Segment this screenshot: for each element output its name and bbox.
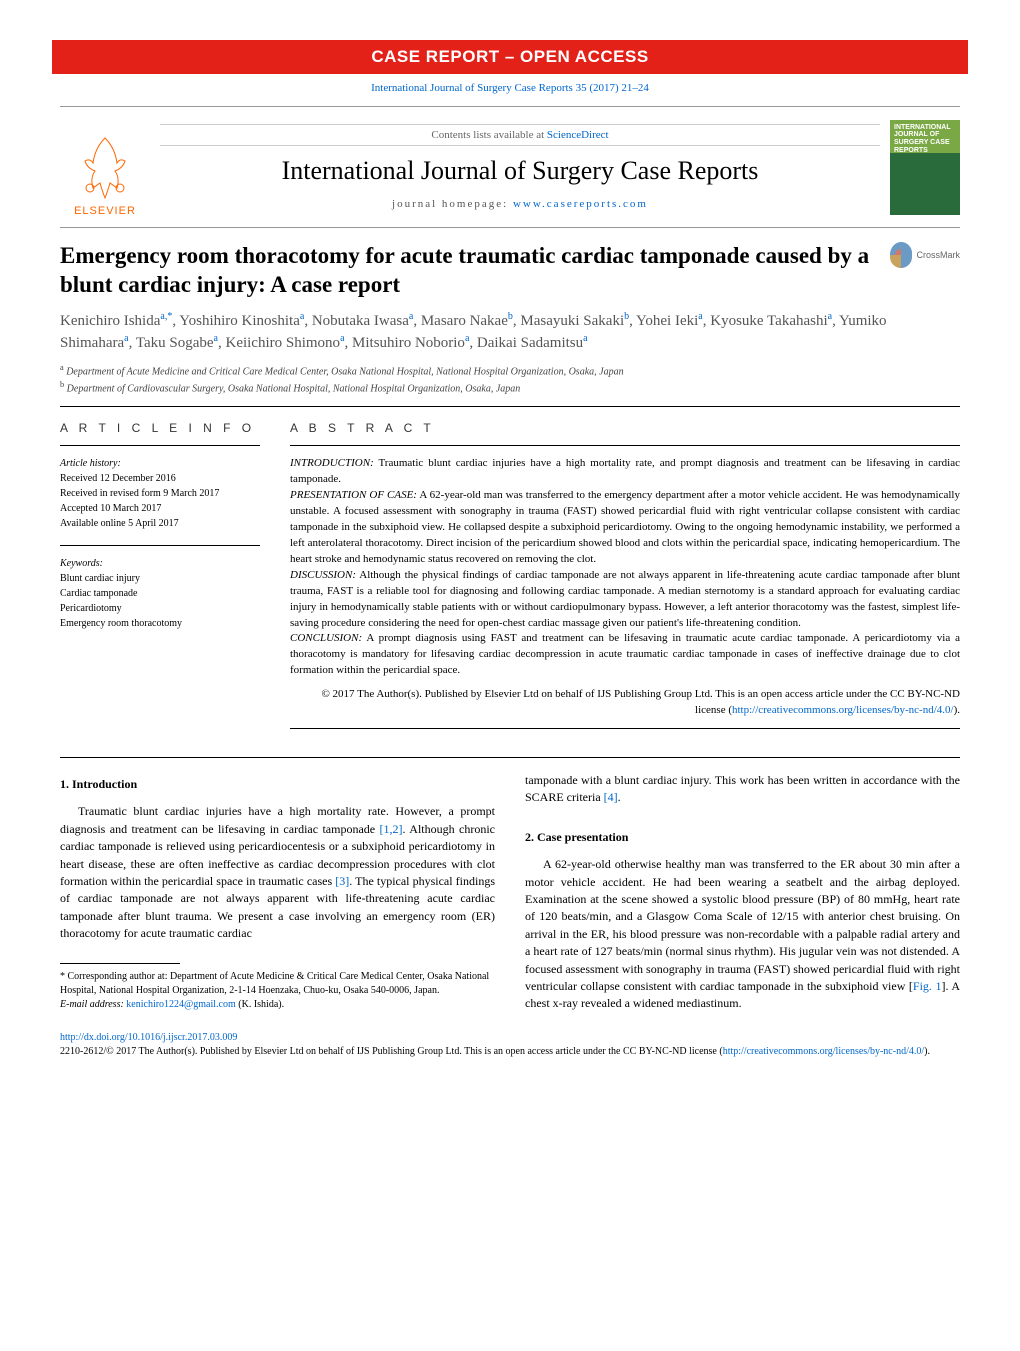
corresponding-author: * Corresponding author at: Department of… xyxy=(60,970,495,998)
email-suffix: (K. Ishida). xyxy=(236,999,284,1010)
history-accepted: Accepted 10 March 2017 xyxy=(60,501,260,516)
history-online: Available online 5 April 2017 xyxy=(60,516,260,531)
keyword: Blunt cardiac injury xyxy=(60,571,260,586)
homepage-line: journal homepage: www.casereports.com xyxy=(160,198,880,210)
abs-conclusion-label: CONCLUSION: xyxy=(290,632,362,644)
open-access-banner: CASE REPORT – OPEN ACCESS xyxy=(52,40,968,74)
keyword: Pericardiotomy xyxy=(60,601,260,616)
case-paragraph: A 62-year-old otherwise healthy man was … xyxy=(525,856,960,1013)
history-received: Received 12 December 2016 xyxy=(60,471,260,486)
body-columns: 1. Introduction Traumatic blunt cardiac … xyxy=(60,772,960,1013)
history-revised: Received in revised form 9 March 2017 xyxy=(60,486,260,501)
ref-link-4[interactable]: [4] xyxy=(604,790,618,804)
ref-link-1-2[interactable]: [1,2] xyxy=(380,822,403,836)
keywords-block: Keywords: Blunt cardiac injury Cardiac t… xyxy=(60,556,260,631)
section-heading-introduction: 1. Introduction xyxy=(60,776,495,793)
body-column-left: 1. Introduction Traumatic blunt cardiac … xyxy=(60,772,495,1013)
footnote-rule xyxy=(60,963,180,964)
email-line: E-mail address: kenichiro1224@gmail.com … xyxy=(60,998,495,1012)
footer-copyright: 2210-2612/© 2017 The Author(s). Publishe… xyxy=(60,1045,960,1059)
divider xyxy=(60,545,260,546)
copyright-close: ). xyxy=(954,704,960,716)
abs-presentation-label: PRESENTATION OF CASE: xyxy=(290,489,417,501)
fig-link-1[interactable]: Fig. 1 xyxy=(913,979,942,993)
article-info-label: a r t i c l e i n f o xyxy=(60,421,260,435)
homepage-link[interactable]: www.casereports.com xyxy=(513,198,648,210)
email-link[interactable]: kenichiro1224@gmail.com xyxy=(126,999,235,1010)
abs-conclusion: A prompt diagnosis using FAST and treatm… xyxy=(290,632,960,676)
intro-continuation: tamponade with a blunt cardiac injury. T… xyxy=(525,772,960,807)
body-column-right: tamponade with a blunt cardiac injury. T… xyxy=(525,772,960,1013)
abs-intro-label: INTRODUCTION: xyxy=(290,457,374,469)
contents-available-line: Contents lists available at ScienceDirec… xyxy=(160,124,880,146)
keywords-label: Keywords: xyxy=(60,556,260,571)
journal-header: ELSEVIER Contents lists available at Sci… xyxy=(60,106,960,228)
footnotes: * Corresponding author at: Department of… xyxy=(60,970,495,1012)
contents-prefix: Contents lists available at xyxy=(431,129,546,141)
divider xyxy=(60,406,960,407)
ref-link-3[interactable]: [3] xyxy=(335,874,349,888)
abstract-text: INTRODUCTION: Traumatic blunt cardiac in… xyxy=(290,456,960,679)
divider xyxy=(290,445,960,446)
crossmark-label: CrossMark xyxy=(916,250,960,260)
abs-discussion: Although the physical findings of cardia… xyxy=(290,569,960,629)
keyword: Cardiac tamponade xyxy=(60,586,260,601)
intro-paragraph: Traumatic blunt cardiac injuries have a … xyxy=(60,803,495,942)
homepage-prefix: journal homepage: xyxy=(392,198,513,210)
abs-discussion-label: DISCUSSION: xyxy=(290,569,356,581)
divider xyxy=(290,728,960,729)
elsevier-logo: ELSEVIER xyxy=(60,117,150,217)
citation-line: International Journal of Surgery Case Re… xyxy=(60,82,960,94)
elsevier-wordmark: ELSEVIER xyxy=(74,205,136,217)
abs-intro: Traumatic blunt cardiac injuries have a … xyxy=(290,457,960,485)
divider xyxy=(60,757,960,758)
cover-title-text: INTERNATIONAL JOURNAL OF SURGERY CASE RE… xyxy=(894,124,956,155)
sciencedirect-link[interactable]: ScienceDirect xyxy=(547,129,609,141)
section-heading-case: 2. Case presentation xyxy=(525,829,960,846)
affiliation-a: a Department of Acute Medicine and Criti… xyxy=(60,362,960,379)
email-label: E-mail address: xyxy=(60,999,126,1010)
abstract-copyright: © 2017 The Author(s). Published by Elsev… xyxy=(290,687,960,718)
history-label: Article history: xyxy=(60,456,260,471)
affiliation-b: b Department of Cardiovascular Surgery, … xyxy=(60,379,960,396)
doi-link[interactable]: http://dx.doi.org/10.1016/j.ijscr.2017.0… xyxy=(60,1032,237,1043)
cc-license-link[interactable]: http://creativecommons.org/licenses/by-n… xyxy=(732,704,954,716)
journal-cover-thumbnail: INTERNATIONAL JOURNAL OF SURGERY CASE RE… xyxy=(890,120,960,215)
abstract-column: a b s t r a c t INTRODUCTION: Traumatic … xyxy=(290,421,960,739)
journal-name: International Journal of Surgery Case Re… xyxy=(160,156,880,186)
elsevier-tree-icon xyxy=(75,133,135,203)
crossmark-badge[interactable]: CrossMark xyxy=(890,242,960,268)
article-title: Emergency room thoracotomy for acute tra… xyxy=(60,242,870,300)
authors-list: Kenichiro Ishidaa,*, Yoshihiro Kinoshita… xyxy=(60,310,960,354)
article-info-column: a r t i c l e i n f o Article history: R… xyxy=(60,421,260,739)
affiliations: a Department of Acute Medicine and Criti… xyxy=(60,362,960,397)
divider xyxy=(60,445,260,446)
footer-cc-link[interactable]: http://creativecommons.org/licenses/by-n… xyxy=(723,1046,924,1057)
abstract-label: a b s t r a c t xyxy=(290,421,960,435)
keyword: Emergency room thoracotomy xyxy=(60,616,260,631)
article-history: Article history: Received 12 December 20… xyxy=(60,456,260,531)
crossmark-icon xyxy=(890,242,912,268)
page-footer: http://dx.doi.org/10.1016/j.ijscr.2017.0… xyxy=(60,1031,960,1059)
